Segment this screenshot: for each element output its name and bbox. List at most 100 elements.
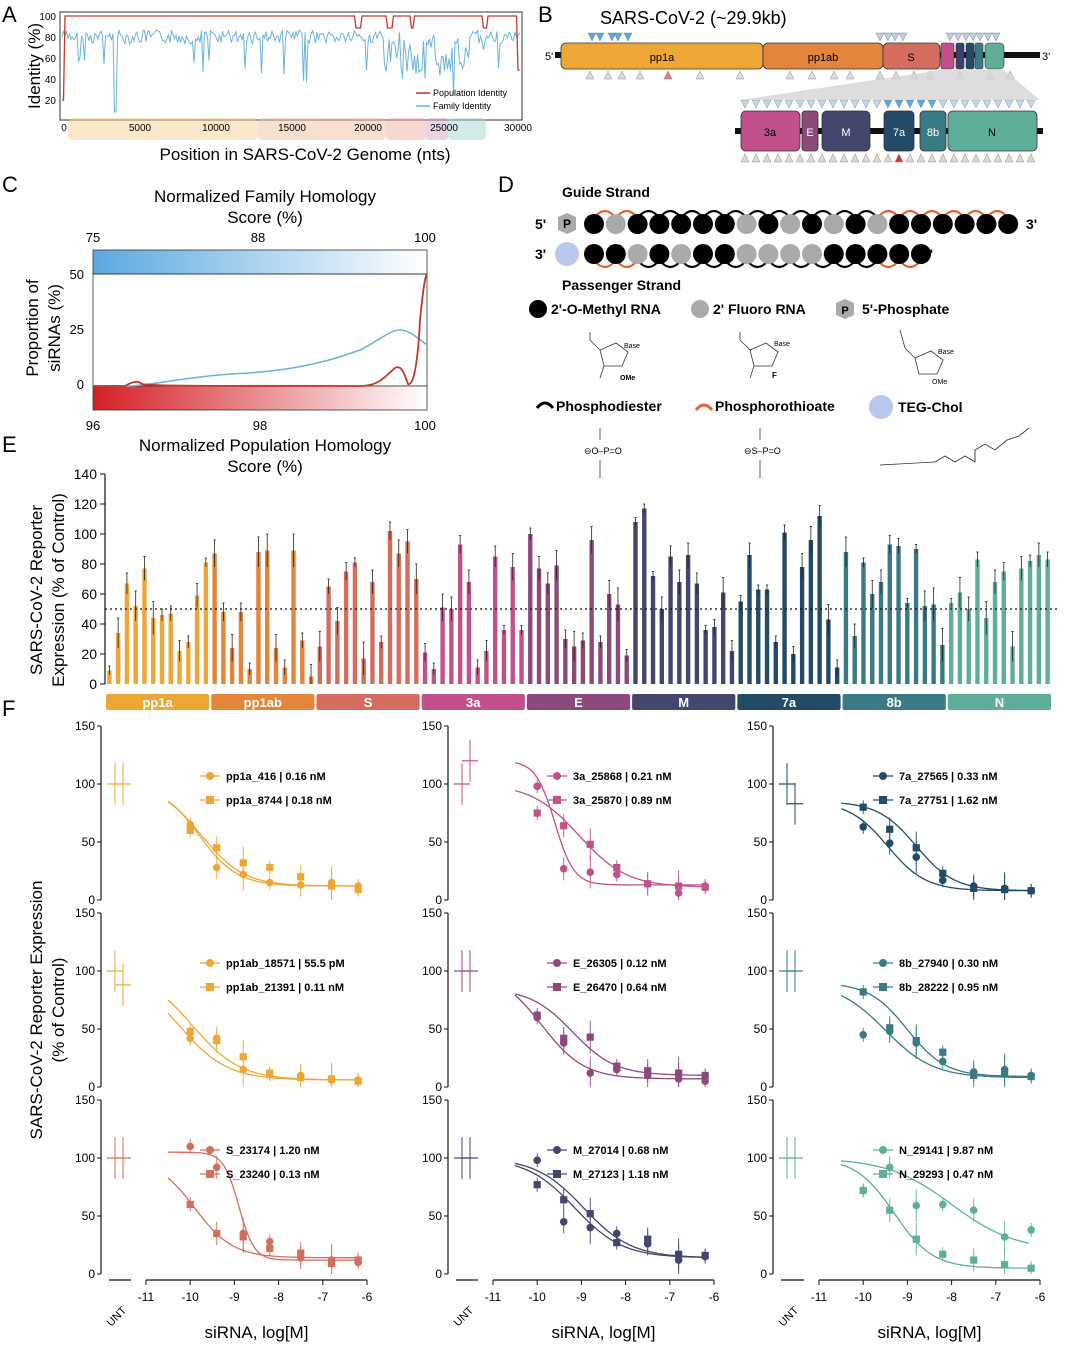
subplot-x-tick-label: -7 — [990, 1290, 1001, 1304]
target-marker — [773, 99, 783, 109]
strip-pp1a — [68, 118, 258, 140]
legend-label: 3a_25870 | 0.89 nM — [573, 795, 671, 807]
group-label-3a: 3a — [466, 695, 481, 710]
target-marker — [894, 99, 904, 109]
bar-m — [677, 582, 682, 684]
data-point-circle — [533, 782, 541, 791]
data-point-circle — [938, 1057, 947, 1066]
subplot-x-tick-label: -7 — [664, 1290, 675, 1304]
bar-e — [580, 640, 586, 684]
subplot-y-tick-label: 100 — [422, 777, 442, 791]
target-marker — [617, 70, 627, 80]
data-point-square — [613, 1239, 621, 1247]
data-point-square — [186, 826, 194, 834]
bar-3a — [449, 609, 454, 684]
subplot-x-tick-label: -6 — [709, 1290, 720, 1304]
panel-e-y-tick-label: 40 — [81, 616, 97, 632]
group-label-pp1ab: pp1ab — [244, 695, 282, 710]
group-label-7a: 7a — [782, 695, 797, 710]
data-point-square — [701, 883, 709, 891]
bar-7a — [826, 619, 831, 684]
subplot-x-tick-label: -11 — [485, 1290, 502, 1304]
passenger-nucleotide — [889, 244, 910, 264]
subplot-y-tick-label: 0 — [435, 1267, 442, 1281]
bar-m — [712, 627, 717, 684]
data-point-circle — [938, 1200, 947, 1209]
data-point-square — [533, 1181, 541, 1189]
target-marker — [945, 32, 955, 42]
target-marker — [762, 153, 772, 163]
bar-e — [536, 568, 542, 684]
guide-nucleotide — [998, 214, 1019, 234]
fit-curve — [514, 790, 703, 888]
target-marker — [982, 99, 992, 109]
target-marker — [968, 32, 978, 42]
subplot-y-tick-label: 50 — [754, 1022, 768, 1036]
fit-curve — [167, 801, 356, 887]
bar-8b — [922, 606, 928, 684]
panel-b-target-markers — [585, 32, 1036, 163]
bar-3a — [510, 567, 515, 684]
bar-7a — [764, 589, 770, 684]
target-marker — [817, 99, 827, 109]
subplot-y-tick-label: 100 — [75, 964, 95, 978]
legend-label: E_26305 | 0.12 nM — [573, 958, 667, 970]
panel-c-ylabel-2: siRNAs (%) — [45, 284, 64, 372]
passenger-nucleotide — [736, 244, 757, 264]
bar-pp1a — [168, 613, 173, 684]
bar-s — [396, 553, 401, 684]
target-marker — [740, 153, 750, 163]
target-marker — [960, 153, 970, 163]
bar-3a — [422, 652, 428, 684]
bar-pp1a — [203, 562, 209, 684]
gene-8b-small — [974, 42, 984, 70]
target-marker — [872, 153, 882, 163]
subplot-y-tick-label: 50 — [429, 835, 443, 849]
target-marker — [585, 70, 595, 80]
legend-label: S_23240 | 0.13 nM — [226, 1169, 320, 1181]
bar-3a — [466, 582, 472, 684]
passenger-nucleotide — [627, 244, 648, 264]
target-marker — [1004, 99, 1014, 109]
unt-label: UNT — [777, 1304, 802, 1329]
target-marker — [927, 99, 937, 109]
panel-c-ytick-25: 25 — [70, 322, 84, 337]
legend-label: 7a_27565 | 0.33 nM — [899, 771, 997, 783]
bar-pp1a — [177, 651, 182, 684]
guide-nucleotide — [605, 214, 626, 234]
data-point-circle — [559, 864, 568, 873]
data-point-square — [213, 1037, 221, 1045]
subplot-y-tick-label: 50 — [429, 1209, 443, 1223]
data-point-square — [1027, 1264, 1035, 1272]
passenger-nucleotide — [649, 244, 670, 264]
panel-c-top-tick-75: 75 — [86, 230, 100, 245]
target-marker — [872, 99, 882, 109]
bar-e — [563, 639, 568, 684]
subplot-y-tick-label: 100 — [747, 1151, 767, 1165]
subplot-x-tick-label: -6 — [1035, 1290, 1046, 1304]
legend-label: 8b_27940 | 0.30 nM — [899, 958, 998, 970]
bar-s — [317, 646, 323, 684]
target-marker — [971, 153, 981, 163]
subplot-x-label: siRNA, log[M] — [552, 1323, 656, 1342]
legend-label: M_27014 | 0.68 nM — [573, 1145, 668, 1157]
bar-s — [387, 531, 393, 684]
data-point-square — [886, 1206, 894, 1214]
subplot-y-tick-label: 0 — [88, 1080, 95, 1094]
subplot-x-tick-label: -11 — [138, 1290, 155, 1304]
zoom-label-e: E — [806, 127, 813, 139]
bar-3a — [457, 544, 463, 684]
data-point-square — [675, 882, 683, 890]
panel-b-5prime: 5' — [545, 51, 553, 63]
guide-nucleotide — [736, 214, 757, 234]
subplot-y-tick-label: 100 — [422, 1151, 442, 1165]
bar-3a — [431, 669, 437, 684]
group-label-box — [106, 694, 210, 710]
bar-s — [326, 586, 331, 684]
subplot-y-tick-label: 150 — [422, 906, 442, 920]
subplot-y-tick-label: 150 — [422, 719, 442, 733]
data-point-square — [970, 1256, 978, 1264]
panel-e: SARS-CoV-2 Reporter Expression (% of Con… — [27, 466, 1060, 710]
target-marker — [607, 32, 617, 42]
strip-n — [448, 118, 486, 140]
